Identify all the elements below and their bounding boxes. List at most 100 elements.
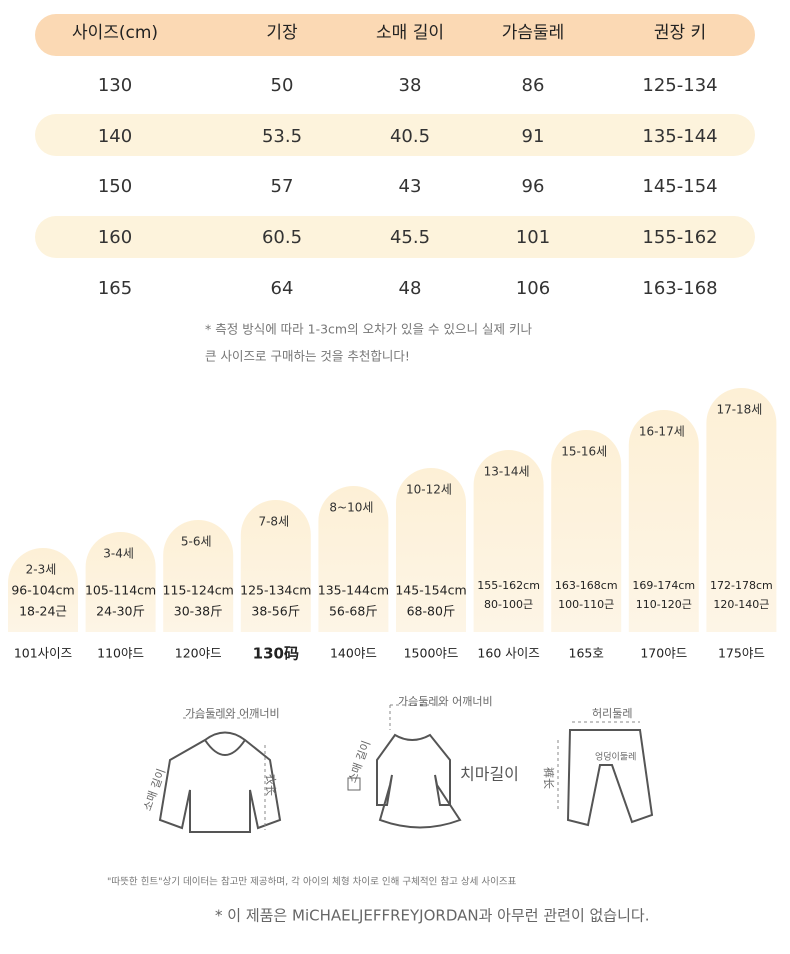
table-cell: 140 <box>98 126 132 147</box>
age: 16-17세 <box>639 425 685 439</box>
pants-diagram: 허리둘레 엉덩이둘레 裤长 <box>542 707 654 827</box>
table-cell: 125-134 <box>642 75 717 96</box>
table-cell: 155-162 <box>642 227 717 248</box>
weight-range: 120-140근 <box>713 598 769 611</box>
size-label: 110야드 <box>97 646 144 661</box>
table-cell: 48 <box>399 278 422 299</box>
size-label: 120야드 <box>175 646 222 661</box>
weight-range: 56-68斤 <box>329 604 378 619</box>
age-bar <box>551 430 622 632</box>
weight-range: 30-38斤 <box>174 604 223 619</box>
table-cell: 130 <box>98 75 132 96</box>
size-label: 175야드 <box>718 646 765 661</box>
height-range: 145-154cm <box>395 583 466 598</box>
footer-note: "따뜻한 힌트"상기 데이터는 참고만 제공하며, 각 아이의 체형 차이로 인… <box>107 876 517 888</box>
dress-diagram: 가슴둘레와 어깨너비 소매 길이 치마길이 <box>346 695 519 829</box>
header-cell: 소매 길이 <box>376 23 444 43</box>
table-cell: 53.5 <box>262 126 302 147</box>
height-range: 155-162cm <box>477 579 540 592</box>
age-chart: 2-3세 96-104cm 18-24근 101사이즈 3-4세 105-114cm 24-… <box>8 388 777 663</box>
height-range: 105-114cm <box>85 583 156 598</box>
age-bar <box>318 486 389 632</box>
height-range: 163-168cm <box>555 579 618 592</box>
height-range: 135-144cm <box>318 583 389 598</box>
height-range: 169-174cm <box>632 579 695 592</box>
size-label: 1500야드 <box>404 646 459 661</box>
age: 13-14세 <box>484 465 530 479</box>
table-cell: 40.5 <box>390 126 430 147</box>
height-range: 172-178cm <box>710 579 773 592</box>
age: 5-6세 <box>181 535 212 549</box>
weight-range: 80-100근 <box>484 598 533 611</box>
size-label: 101사이즈 <box>14 646 72 661</box>
age-bar <box>628 410 699 632</box>
age: 15-16세 <box>561 445 607 459</box>
table-cell: 106 <box>516 278 550 299</box>
table-cell: 43 <box>399 176 422 197</box>
age-bar <box>240 500 311 632</box>
table-cell: 160 <box>98 227 132 248</box>
note: 큰 사이즈로 구매하는 것을 추천합니다! <box>205 349 410 364</box>
header-cell: 기장 <box>266 23 298 43</box>
age: 8~10세 <box>329 501 373 515</box>
diagram-label: 치마길이 <box>460 765 519 784</box>
row-band <box>35 114 755 156</box>
note: * 측정 방식에 따라 1-3cm의 오차가 있을 수 있으니 실제 키나 <box>205 322 532 337</box>
diagram-label: 허리둘레 <box>592 707 632 720</box>
age: 7-8세 <box>258 515 289 529</box>
header-cell: 가슴둘레 <box>502 23 565 43</box>
weight-range: 38-56斤 <box>251 604 300 619</box>
size-label: 170야드 <box>640 646 687 661</box>
table-cell: 135-144 <box>642 126 717 147</box>
height-range: 125-134cm <box>240 583 311 598</box>
diagram-label: 엉덩이둘레 <box>595 751 636 763</box>
weight-range: 68-80斤 <box>407 604 456 619</box>
age: 10-12세 <box>406 483 452 497</box>
height-range: 115-124cm <box>163 583 234 598</box>
table-cell: 91 <box>522 126 545 147</box>
age: 2-3세 <box>26 563 57 577</box>
header-cell: 권장 키 <box>654 23 706 43</box>
header-cell: 사이즈(cm) <box>72 23 158 43</box>
header-band <box>35 14 755 56</box>
age-bar <box>8 548 78 632</box>
diagram-label: 가슴둘레와 어깨너비 <box>185 707 280 720</box>
size-table: 사이즈(cm) 기장 소매 길이 가슴둘레 권장 키 130 50 38 86 125-134 14… <box>72 23 718 299</box>
age-bar <box>473 450 544 632</box>
table-cell: 86 <box>522 75 545 96</box>
age-bar <box>85 532 156 632</box>
table-cell: 45.5 <box>390 227 430 248</box>
age-bar <box>163 520 234 632</box>
diagram-label: 가슴둘레와 어깨너비 <box>398 695 493 708</box>
table-cell: 101 <box>516 227 550 248</box>
age-bar <box>396 468 466 632</box>
row-band <box>35 216 755 258</box>
table-cell: 60.5 <box>262 227 302 248</box>
weight-range: 100-110근 <box>558 598 614 611</box>
table-cell: 96 <box>522 176 545 197</box>
age-bar <box>706 388 777 632</box>
footer-note: * 이 제품은 MiCHAELJEFFREYJORDAN과 아무런 관련이 없습… <box>215 907 649 925</box>
table-cell: 150 <box>98 176 132 197</box>
diagram-label: 衣长 <box>264 774 278 796</box>
table-cell: 165 <box>98 278 132 299</box>
size-label: 140야드 <box>330 646 377 661</box>
table-cell: 145-154 <box>642 176 717 197</box>
diagram-label: 裤长 <box>542 767 556 789</box>
size-label: 160 사이즈 <box>477 646 539 661</box>
size-label: 165호 <box>569 646 604 661</box>
table-cell: 50 <box>271 75 294 96</box>
age: 3-4세 <box>103 547 134 561</box>
height-range: 96-104cm <box>11 583 74 598</box>
weight-range: 18-24근 <box>19 604 67 619</box>
weight-range: 24-30斤 <box>96 604 145 619</box>
table-cell: 64 <box>271 278 294 299</box>
icon <box>347 777 361 791</box>
size-label: 130码 <box>253 645 299 663</box>
weight-range: 110-120근 <box>636 598 692 611</box>
table-cell: 57 <box>271 176 294 197</box>
age: 17-18세 <box>716 403 762 417</box>
jacket-diagram: 가슴둘레와 어깨너비 소매 길이 衣长 <box>141 707 282 833</box>
table-cell: 38 <box>399 75 422 96</box>
